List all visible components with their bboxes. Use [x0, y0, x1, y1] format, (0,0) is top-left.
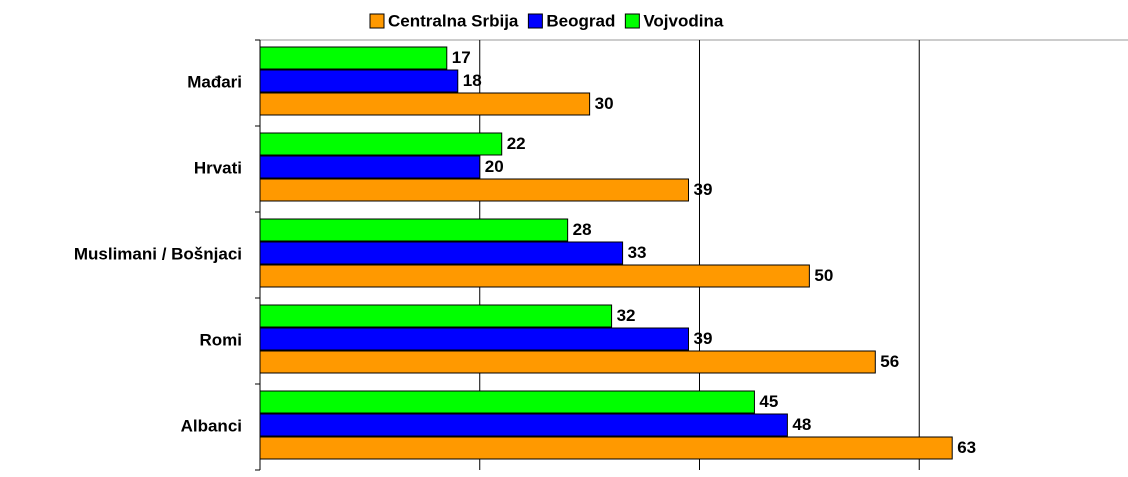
- legend-box: [362, 8, 860, 34]
- bar: [259, 436, 953, 460]
- bar: [259, 241, 624, 265]
- value-label: 17: [452, 48, 471, 67]
- value-label: 56: [880, 352, 899, 371]
- bar: [259, 390, 755, 414]
- legend-label: Centralna Srbija: [388, 11, 519, 30]
- bar: [259, 69, 459, 93]
- value-label: 22: [507, 134, 526, 153]
- bar: [259, 350, 876, 374]
- value-label: 33: [628, 243, 647, 262]
- bar: [259, 304, 613, 328]
- legend-swatch: [527, 13, 543, 29]
- value-label: 45: [759, 392, 778, 411]
- legend-label: Beograd: [546, 11, 615, 30]
- y-tick-label: Mađari: [187, 72, 242, 91]
- value-label: 48: [792, 415, 811, 434]
- value-label: 50: [814, 266, 833, 285]
- bar: [259, 413, 788, 437]
- y-tick-label: Muslimani / Bošnjaci: [74, 244, 242, 263]
- bar: [259, 92, 591, 116]
- value-label: 39: [694, 180, 713, 199]
- bar: [259, 178, 690, 202]
- value-label: 39: [694, 329, 713, 348]
- y-tick-label: Romi: [200, 330, 243, 349]
- bar: [259, 264, 810, 288]
- bar: [259, 327, 690, 351]
- bar: [259, 155, 481, 179]
- value-label: 28: [573, 220, 592, 239]
- value-label: 30: [595, 94, 614, 113]
- y-tick-label: Hrvati: [194, 158, 242, 177]
- bar: [259, 132, 503, 156]
- legend-swatch: [369, 13, 385, 29]
- value-label: 63: [957, 438, 976, 457]
- y-tick-label: Albanci: [181, 416, 242, 435]
- value-label: 32: [617, 306, 636, 325]
- bar: [259, 46, 448, 70]
- bar: [259, 218, 569, 242]
- legend-swatch: [624, 13, 640, 29]
- value-label: 20: [485, 157, 504, 176]
- legend-label: Vojvodina: [643, 11, 724, 30]
- value-label: 18: [463, 71, 482, 90]
